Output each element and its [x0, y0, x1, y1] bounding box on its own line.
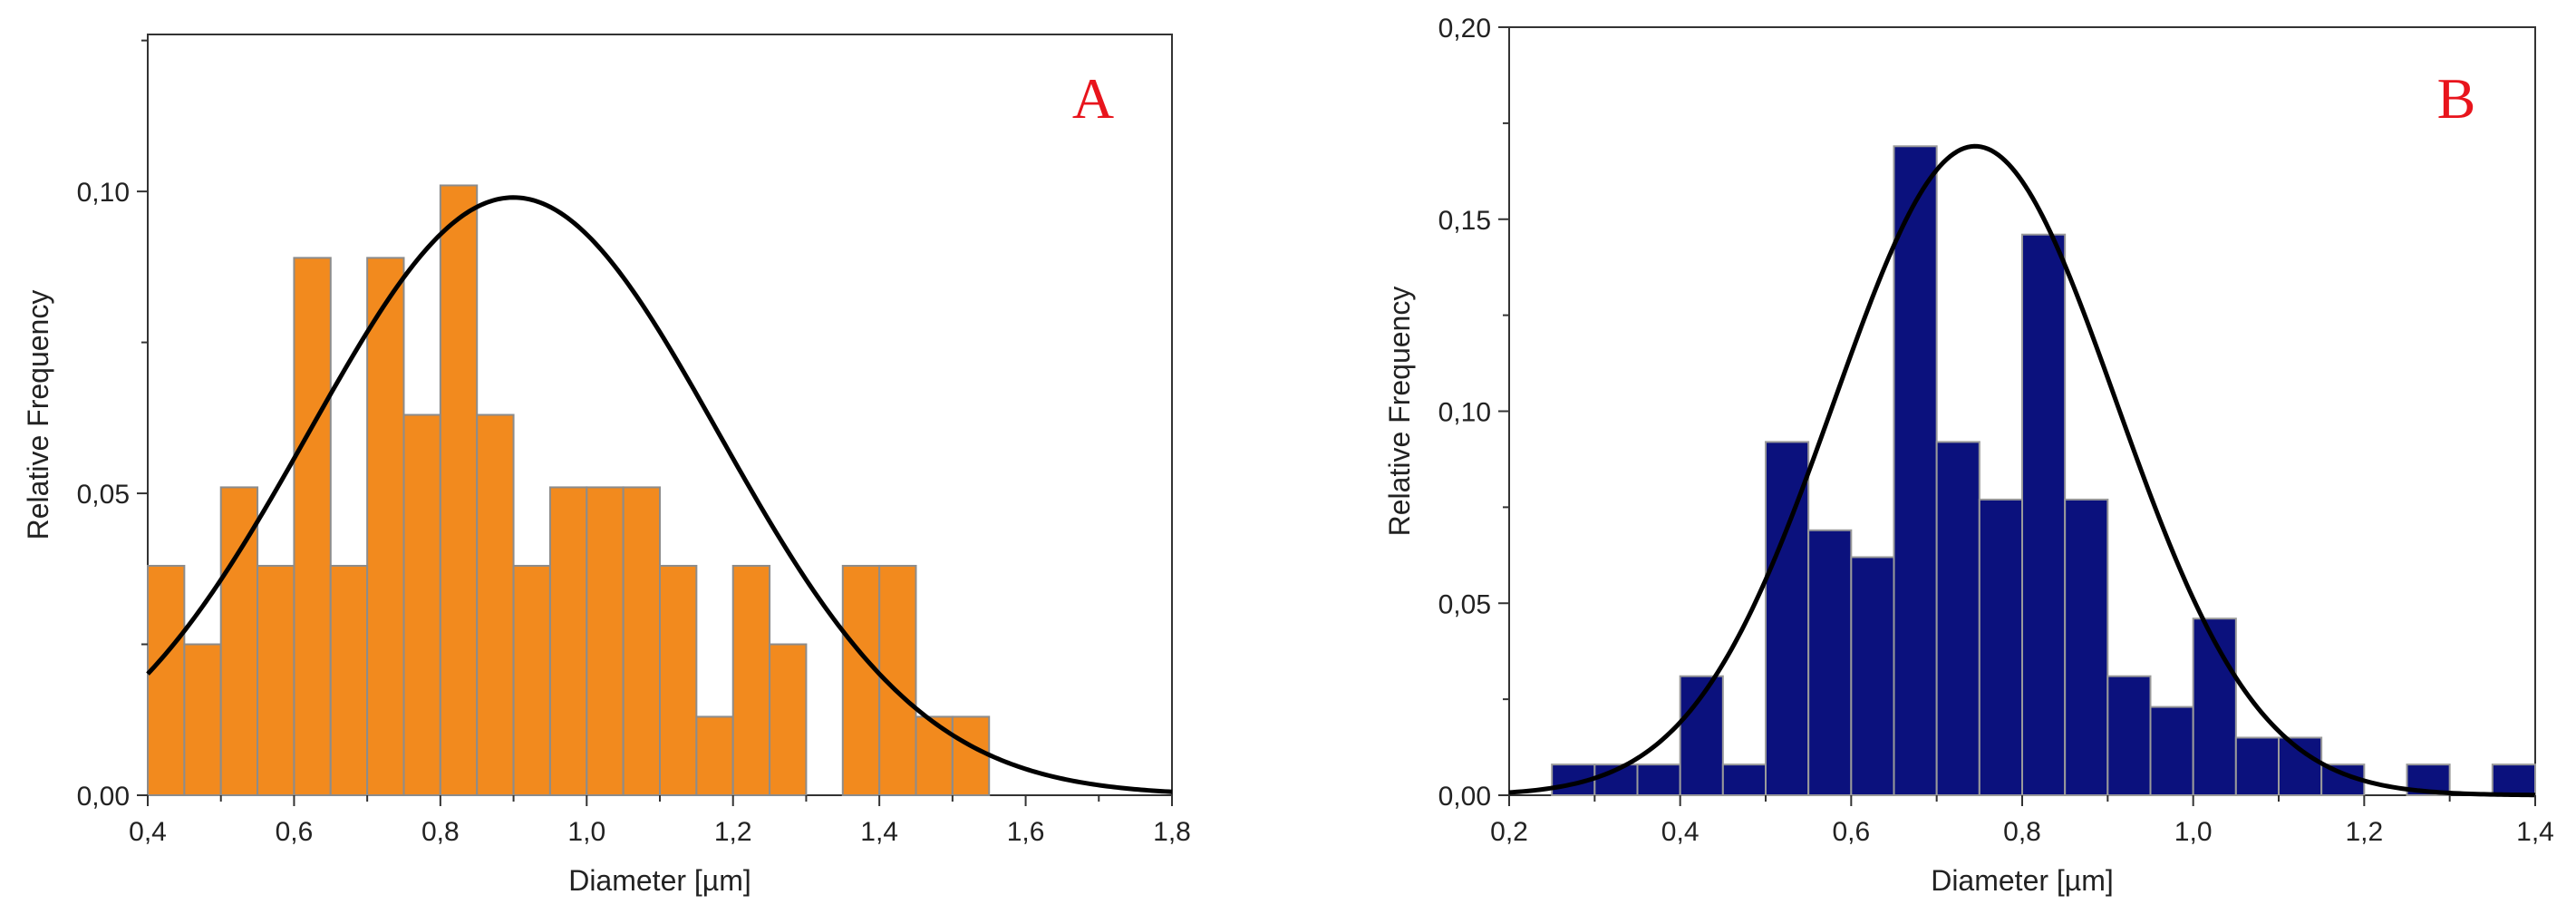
- histogram-bar-15: [695, 715, 734, 797]
- y-tick-label-1: 0,05: [1438, 589, 1491, 619]
- x-tick-label-2: 0,6: [1832, 817, 1870, 847]
- histogram-bar-8: [439, 184, 479, 796]
- gaussian-fit-curve: [146, 195, 1173, 794]
- panel-label-b: B: [2437, 66, 2476, 131]
- histogram-bar-20: [915, 715, 954, 797]
- y-axis-title: Relative Frequency: [22, 290, 54, 540]
- panel-label-a: A: [1072, 66, 1114, 131]
- x-tick-label-3: 1,0: [567, 817, 605, 847]
- histogram-bar-12: [586, 486, 625, 797]
- x-tick-label-7: 1,8: [1153, 817, 1191, 847]
- histogram-bar-7: [1850, 556, 1895, 796]
- y-tick-label-3: 0,15: [1438, 206, 1491, 236]
- x-axis-title: Diameter [µm]: [568, 864, 751, 897]
- histogram-bar-17: [2278, 736, 2323, 796]
- histogram-bar-8: [1893, 145, 1938, 797]
- histogram-bar-3: [257, 564, 295, 797]
- y-tick-label-4: 0,20: [1438, 14, 1491, 44]
- histogram-bar-11: [548, 486, 588, 797]
- histogram-bar-4: [293, 257, 332, 797]
- x-tick-label-0: 0,2: [1490, 817, 1528, 847]
- x-axis-ticks: 0,2 0,4 0,6 0,8 1,0 1,2 1,4: [1490, 795, 2554, 847]
- histogram-bar-20: [2491, 764, 2536, 796]
- x-tick-label-1: 0,6: [276, 817, 314, 847]
- histogram-bar-6: [366, 257, 405, 797]
- histogram-bar-12: [2064, 498, 2109, 797]
- histogram-bar-0: [147, 564, 186, 797]
- x-tick-label-4: 1,2: [714, 817, 752, 847]
- histogram-bar-14: [2149, 705, 2194, 796]
- x-tick-label-0: 0,4: [129, 817, 167, 847]
- histogram-panel-b: 0,2 0,4 0,6 0,8 1,0 1,2 1,4 0,000,050,100,150,…: [1383, 14, 2554, 897]
- histogram-bar-9: [1935, 441, 1980, 796]
- y-tick-label-1: 0,05: [77, 480, 130, 510]
- histogram-bar-10: [512, 564, 551, 797]
- histogram-bar-17: [769, 643, 808, 796]
- histogram-bar-11: [2021, 233, 2067, 796]
- bar-series: [1551, 145, 2536, 797]
- histogram-bar-21: [951, 715, 991, 797]
- gaussian-fit-curve: [1508, 143, 2536, 798]
- x-tick-label-5: 1,4: [860, 817, 898, 847]
- x-tick-label-3: 0,8: [2003, 817, 2041, 847]
- histogram-bar-5: [1765, 441, 1810, 796]
- histogram-bar-9: [476, 413, 515, 796]
- histogram-bar-2: [1636, 764, 1681, 796]
- y-axis-ticks: 0,00 0,05 0,10 0,15 0,20: [1438, 14, 1509, 812]
- y-axis-ticks: 0,00 0,05 0,10: [77, 39, 148, 812]
- x-tick-label-5: 1,2: [2345, 817, 2383, 847]
- histogram-bar-5: [329, 564, 369, 797]
- x-tick-label-4: 1,0: [2174, 817, 2213, 847]
- x-tick-label-1: 0,4: [1661, 817, 1700, 847]
- histogram-bar-13: [622, 486, 662, 797]
- y-axis-title: Relative Frequency: [1383, 287, 1416, 537]
- x-tick-label-6: 1,6: [1007, 817, 1045, 847]
- y-tick-label-2: 0,10: [1438, 398, 1491, 428]
- histogram-bar-16: [731, 564, 771, 797]
- y-tick-label-2: 0,10: [77, 178, 130, 208]
- x-tick-label-2: 0,8: [421, 817, 460, 847]
- histogram-bar-15: [2192, 618, 2237, 796]
- histogram-bar-18: [841, 564, 881, 797]
- y-tick-label-0: 0,00: [77, 782, 130, 812]
- histogram-bar-4: [1721, 764, 1767, 796]
- histogram-bar-13: [2106, 675, 2152, 797]
- x-axis-title: Diameter [µm]: [1931, 864, 2114, 897]
- x-axis-ticks: 0,4 0,6 0,8 1,0 1,2 1,4 1,6 1,8: [129, 795, 1191, 847]
- histogram-bar-10: [1978, 498, 2023, 797]
- histogram-bar-6: [1807, 529, 1853, 796]
- histogram-bar-1: [183, 643, 222, 796]
- histogram-bar-14: [659, 564, 698, 797]
- bar-series: [147, 184, 991, 797]
- histogram-bar-16: [2234, 736, 2280, 796]
- histogram-bar-7: [402, 413, 441, 796]
- x-tick-label-6: 1,4: [2516, 817, 2554, 847]
- histogram-panel-a: 0,4 0,6 0,8 1,0 1,2 1,4 1,6 1,8 0,00 0,05 0,10 Di…: [22, 34, 1191, 897]
- y-tick-label-0: 0,00: [1438, 782, 1491, 812]
